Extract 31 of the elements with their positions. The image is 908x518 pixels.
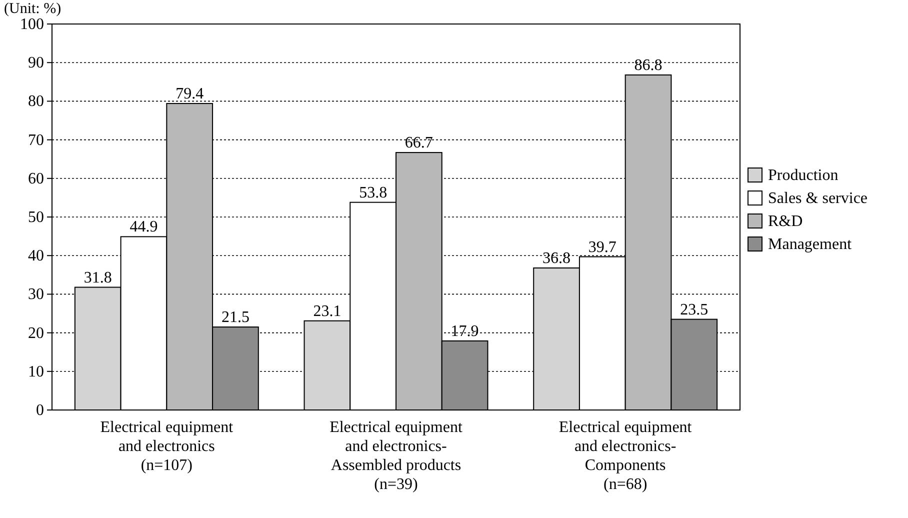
y-tick-label: 20 [28, 324, 44, 342]
x-tick-label: Electrical equipment and electronics (n=107) [100, 419, 234, 474]
y-axis-title: (Unit: %) [4, 1, 62, 17]
y-tick-label: 50 [28, 209, 44, 226]
data-label: 21.5 [221, 309, 250, 326]
legend-label: Management [768, 236, 852, 253]
data-label: 31.8 [84, 269, 112, 286]
x-tick-label: Electrical equipment and electronics-Components (n=68) [558, 419, 692, 493]
data-label: 79.4 [176, 86, 204, 103]
y-tick-label: 90 [28, 54, 44, 72]
x-tick-label: Electrical equipment and electronics-Assembled products (n=39) [330, 419, 463, 493]
y-tick-label: 100 [20, 16, 44, 33]
data-label: 17.9 [450, 322, 479, 340]
data-label: 23.1 [313, 302, 342, 320]
data-label: 39.7 [588, 238, 616, 256]
y-tick-label: 80 [28, 93, 44, 110]
y-tick-label: 40 [28, 248, 44, 265]
legend-label: R&D [768, 213, 803, 230]
data-label: 23.5 [680, 301, 708, 318]
data-label: 86.8 [634, 56, 662, 74]
data-label: 53.8 [359, 184, 388, 202]
y-tick-label: 70 [28, 132, 44, 149]
data-label: 66.7 [404, 134, 433, 152]
y-tick-label: 60 [28, 170, 44, 188]
data-label: 44.9 [130, 218, 158, 236]
y-tick-label: 30 [28, 286, 44, 304]
y-tick-label: 10 [28, 363, 44, 380]
y-tick-label: 0 [36, 402, 44, 419]
data-label: 36.8 [542, 250, 571, 267]
legend-label: Sales & service [768, 190, 868, 207]
legend-label: Production [768, 167, 838, 184]
